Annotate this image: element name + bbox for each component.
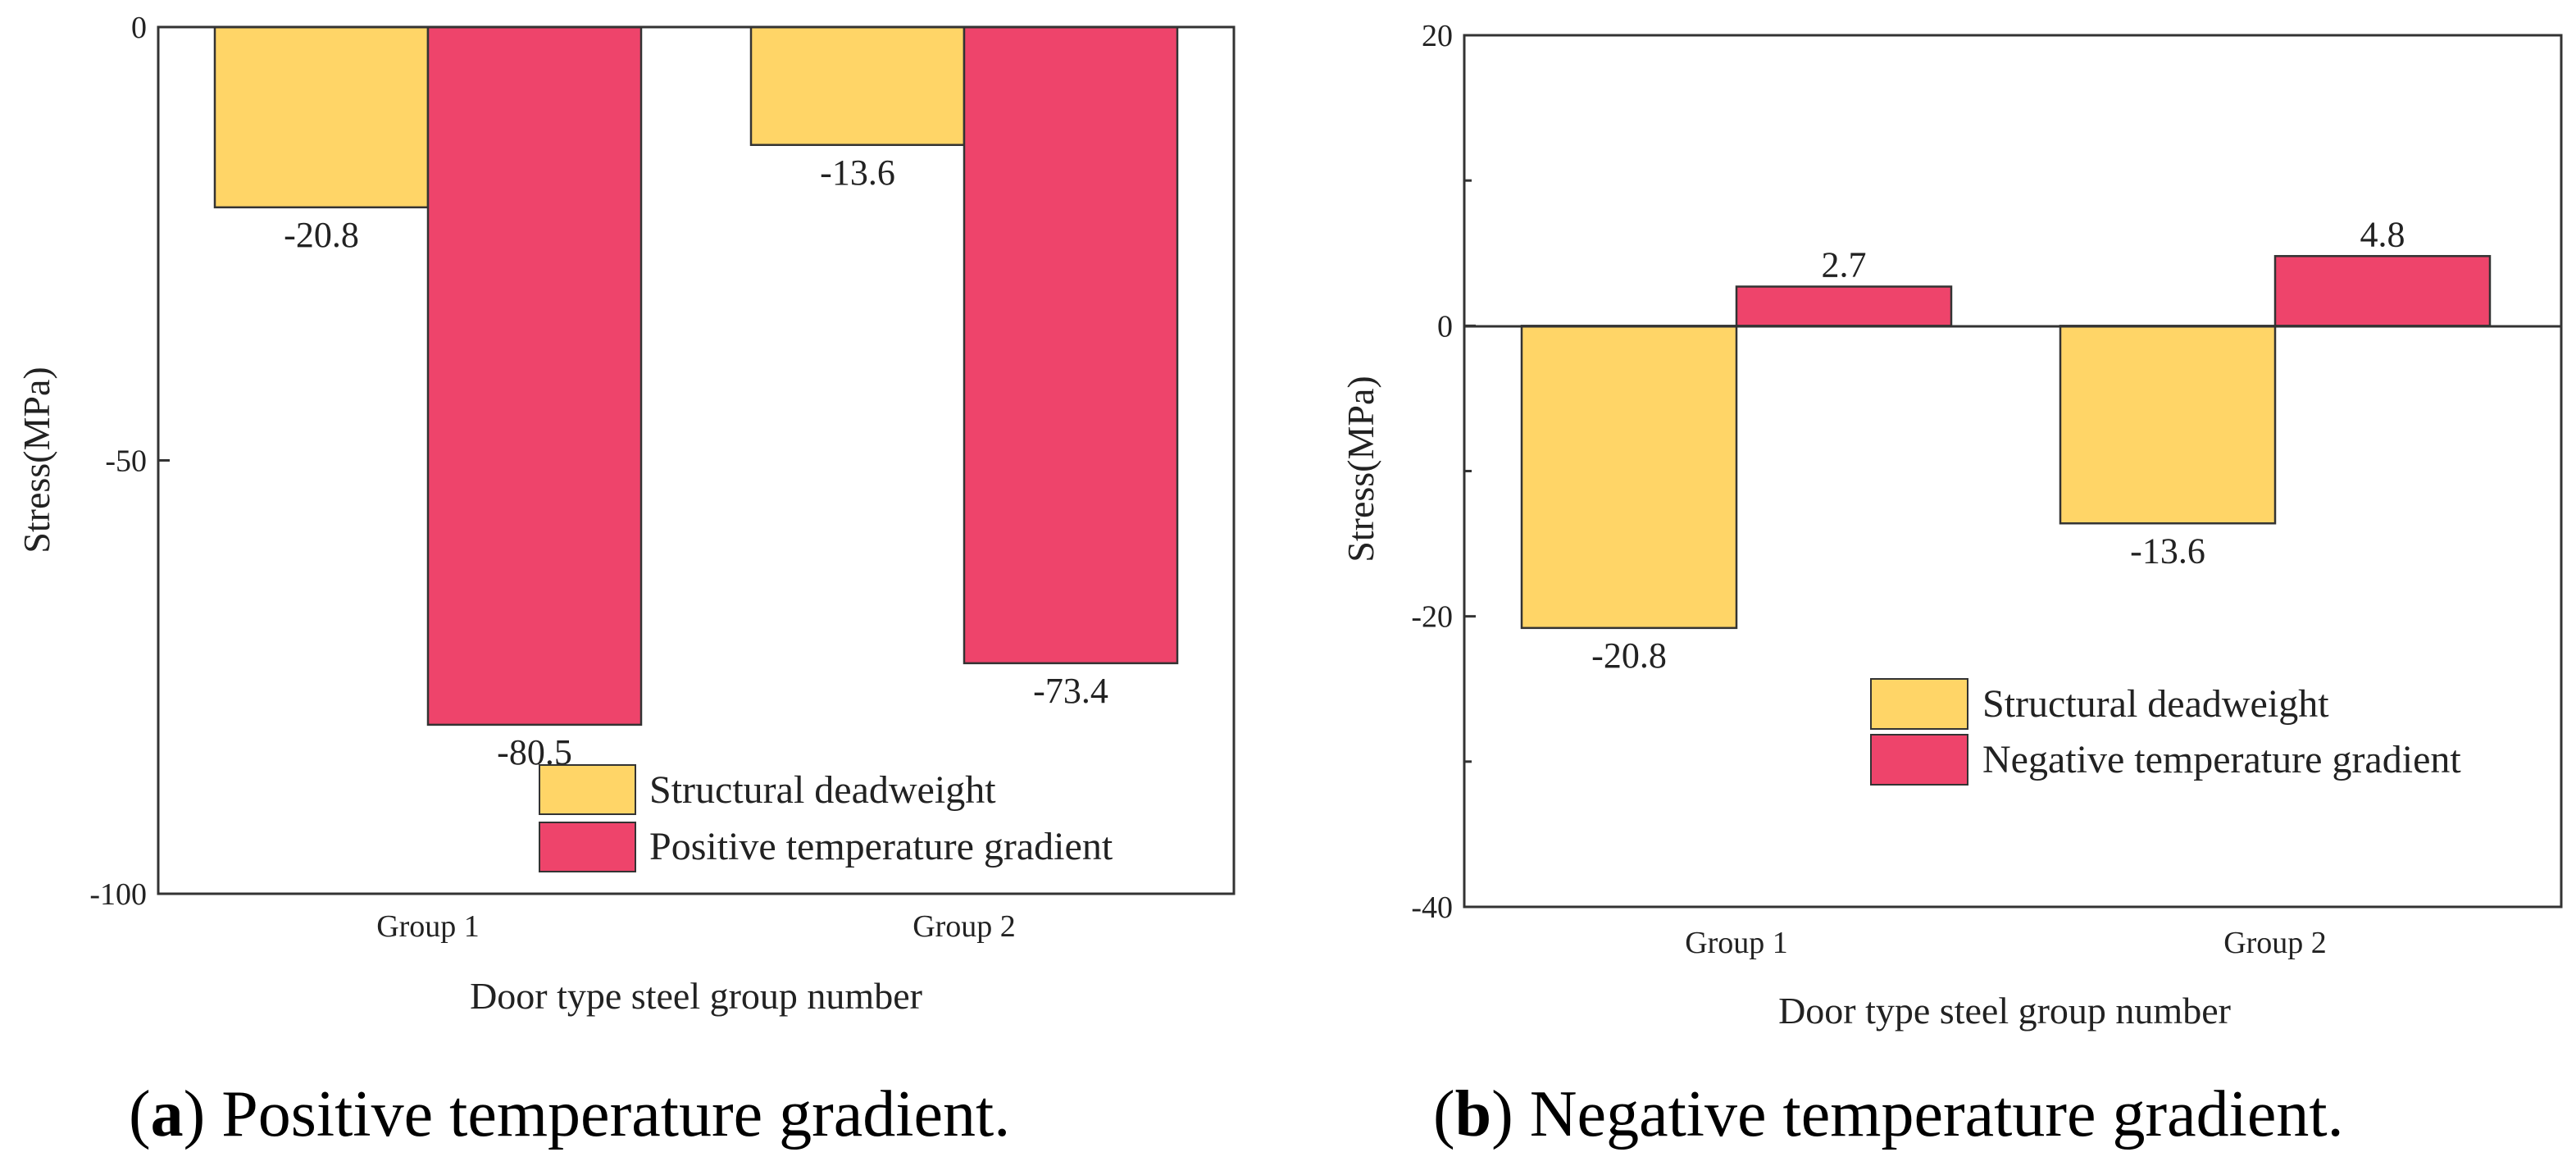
y-axis-title-a: Stress(MPa): [16, 367, 57, 553]
legend-label-gradient-a: Positive temperature gradient: [649, 825, 1113, 868]
y-tick-label: 0: [1437, 309, 1453, 344]
y-tick-label: 0: [131, 11, 147, 45]
y-tick-label: -50: [105, 444, 147, 479]
y-axis-a: 0 -50 -100: [89, 11, 170, 912]
caption-b: (b) Negative temperature gradient.: [1433, 1078, 2344, 1150]
bar-structural-deadweight-2: [2059, 325, 2277, 525]
y-axis-b: 20 0 -20 -40: [1411, 19, 1476, 925]
bar-structural-deadweight-1: [213, 25, 430, 209]
legend-label-gradient-b: Negative temperature gradient: [1982, 738, 2461, 781]
chart-b: 20 0 -20 -40 Group 1 Group 2 -20.8 2.7 -13.6 4.…: [1340, 19, 2563, 1150]
legend-label-structural-a: Structural deadweight: [649, 768, 996, 812]
legend-swatch-gradient-a: [539, 822, 636, 872]
bar-structural-deadweight-1: [1520, 325, 1738, 630]
caption-letter-a: a: [151, 1078, 184, 1150]
caption-text-b: Negative temperature gradient.: [1530, 1078, 2344, 1150]
y-axis-title-b: Stress(MPa): [1340, 376, 1381, 562]
data-label: -73.4: [1033, 671, 1108, 711]
bar-temperature-gradient-2: [2273, 255, 2492, 327]
bar-temperature-gradient-1: [426, 25, 643, 726]
bars-b: [1520, 255, 2492, 630]
legend-swatch-structural-a: [539, 764, 636, 815]
bar-structural-deadweight-2: [749, 25, 966, 147]
y-tick-label: -20: [1411, 600, 1453, 635]
data-label: -13.6: [820, 153, 895, 193]
bar-temperature-gradient-2: [963, 25, 1179, 665]
data-label: 2.7: [1822, 244, 1867, 285]
y-tick-label: -100: [89, 877, 147, 912]
data-labels-b: -20.8 2.7 -13.6 4.8: [1591, 214, 2405, 676]
y-tick-label: 20: [1422, 19, 1453, 53]
legend-b: Structural deadweight Negative temperatu…: [1870, 678, 2461, 786]
legend-a: Structural deadweight Positive temperatu…: [539, 764, 1113, 872]
caption-letter-b: b: [1455, 1078, 1492, 1150]
data-label: 4.8: [2360, 214, 2405, 254]
x-axis-title-a: Door type steel group number: [470, 975, 922, 1017]
data-label: -13.6: [2130, 531, 2205, 571]
caption-text-a: Positive temperature gradient.: [221, 1078, 1010, 1150]
legend-swatch-structural-b: [1870, 678, 1968, 730]
legend-label-structural-b: Structural deadweight: [1982, 682, 2329, 726]
y-tick-label: -40: [1411, 890, 1453, 925]
data-label: -20.8: [284, 215, 359, 255]
x-tick-label-group-2: Group 2: [913, 909, 1016, 944]
chart-a: 0-50-100 Group 1 Group 2 -20.8-80.5-13.6-…: [16, 11, 1236, 1150]
x-tick-label-group-2: Group 2: [2223, 926, 2327, 960]
x-tick-label-group-1: Group 1: [376, 909, 480, 944]
x-tick-label-group-1: Group 1: [1685, 926, 1788, 960]
legend-swatch-gradient-b: [1870, 734, 1968, 786]
data-label: -20.8: [1591, 635, 1667, 676]
caption-a: (a) Positive temperature gradient.: [129, 1078, 1010, 1150]
x-axis-a: Group 1 Group 2: [376, 909, 1016, 944]
x-axis-title-b: Door type steel group number: [1778, 990, 2231, 1032]
bar-temperature-gradient-1: [1735, 285, 1953, 327]
x-axis-b: Group 1 Group 2: [1685, 926, 2327, 960]
